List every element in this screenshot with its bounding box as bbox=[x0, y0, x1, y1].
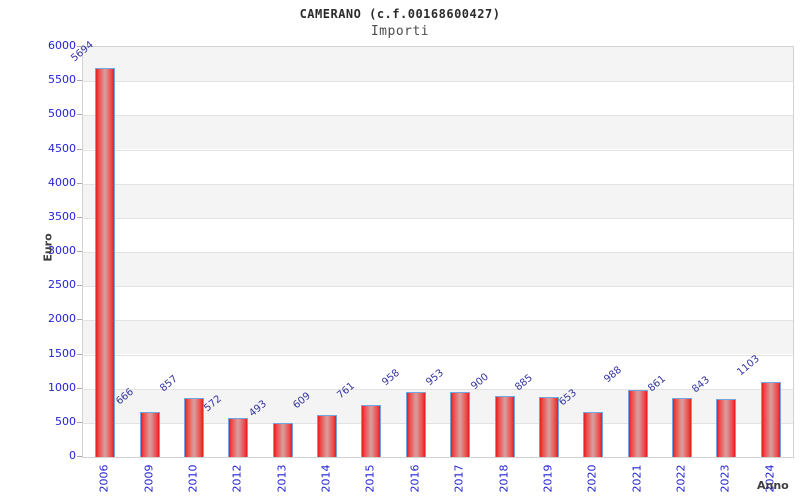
y-axis-tick-label: 3000 bbox=[48, 244, 76, 257]
y-axis-tick-label: 2500 bbox=[48, 278, 76, 292]
y-axis-tick-label: 5500 bbox=[48, 73, 76, 87]
y-axis-tick-mark bbox=[77, 46, 82, 47]
bar-2006 bbox=[95, 67, 116, 457]
gridline bbox=[83, 217, 793, 219]
x-axis-tick-label: 2015 bbox=[363, 464, 377, 493]
x-axis-tick-label: 2022 bbox=[674, 464, 688, 493]
bar-2013 bbox=[272, 423, 293, 457]
grid-band bbox=[83, 81, 793, 116]
chart-title: CAMERANO (c.f.00168600427) bbox=[299, 7, 501, 21]
grid-band bbox=[83, 183, 793, 218]
bar-2009 bbox=[139, 411, 160, 457]
y-axis-tick-mark bbox=[77, 148, 82, 150]
y-axis-tick-label: 2000 bbox=[48, 312, 76, 326]
y-axis-tick-mark bbox=[77, 114, 82, 116]
gridline bbox=[83, 286, 793, 288]
x-axis-tick-label: 2019 bbox=[541, 464, 555, 493]
bar-2018 bbox=[494, 395, 515, 457]
gridline bbox=[83, 252, 793, 253]
x-axis-tick-label: 2021 bbox=[630, 464, 644, 493]
x-axis-tick-label: 2014 bbox=[319, 464, 333, 493]
gridline bbox=[83, 115, 793, 117]
x-axis-tick-label: 2010 bbox=[186, 464, 200, 493]
y-axis-tick-mark bbox=[77, 80, 82, 82]
bar-2015 bbox=[361, 405, 382, 457]
bar-2017 bbox=[450, 391, 471, 457]
y-axis-tick-label: 4000 bbox=[48, 175, 76, 189]
y-axis-tick-mark bbox=[77, 353, 82, 355]
y-axis-tick-label: 5000 bbox=[48, 107, 76, 121]
x-axis-tick-label: 2013 bbox=[275, 464, 289, 493]
gridline bbox=[83, 354, 793, 356]
y-axis-title: Euro bbox=[41, 233, 55, 262]
y-axis-tick-mark bbox=[77, 387, 82, 389]
gridline bbox=[83, 388, 793, 390]
grid-band bbox=[83, 320, 793, 355]
y-axis-tick-label: 0 bbox=[69, 449, 76, 462]
gridline bbox=[83, 149, 793, 151]
x-axis-tick-label: 2023 bbox=[718, 464, 732, 493]
gridline bbox=[83, 183, 793, 185]
gridline bbox=[83, 320, 793, 322]
x-axis-tick-label: 2018 bbox=[497, 464, 511, 493]
y-axis-tick-mark bbox=[77, 456, 82, 457]
grid-band bbox=[83, 286, 793, 321]
gridline bbox=[83, 422, 793, 424]
x-axis-tick-label: 2006 bbox=[97, 464, 111, 493]
y-axis-tick-mark bbox=[77, 319, 82, 321]
gridline bbox=[83, 81, 793, 83]
grid-band bbox=[83, 47, 793, 82]
grid-band bbox=[83, 217, 793, 252]
bar-2024 bbox=[760, 381, 781, 457]
y-axis-tick-label: 6000 bbox=[48, 39, 76, 52]
y-axis-tick-label: 3500 bbox=[48, 209, 76, 223]
y-axis-tick-mark bbox=[77, 285, 82, 287]
plot-area: 5694 666 857 572 493 609 761 958 953 900 885 653 988… bbox=[69, 39, 794, 458]
bar-2020 bbox=[583, 412, 604, 457]
bar-2023 bbox=[716, 399, 737, 457]
bar-2022 bbox=[672, 398, 693, 457]
x-axis-tick-label: 2009 bbox=[142, 464, 156, 493]
chart-subtitle: Importi bbox=[370, 24, 430, 39]
grid-band bbox=[83, 252, 793, 287]
y-axis-tick-label: 1000 bbox=[48, 380, 76, 394]
bar-2014 bbox=[317, 415, 338, 457]
grid-band bbox=[83, 354, 793, 389]
y-axis-tick-label: 1500 bbox=[48, 346, 76, 360]
bar-2010 bbox=[183, 398, 204, 457]
x-axis-tick-label: 2020 bbox=[585, 464, 599, 493]
x-axis-tick-label: 2016 bbox=[408, 464, 422, 493]
bar-2016 bbox=[405, 391, 426, 457]
bar-2019 bbox=[538, 396, 559, 457]
bar-2021 bbox=[627, 389, 648, 457]
x-axis-title: Anno bbox=[757, 479, 789, 492]
y-axis-tick-label: 4500 bbox=[48, 141, 76, 155]
y-axis-tick-mark bbox=[77, 182, 82, 184]
y-axis-tick-mark bbox=[77, 251, 82, 252]
y-axis-tick-label: 500 bbox=[55, 414, 76, 428]
y-axis-tick-mark bbox=[77, 216, 82, 218]
y-axis-tick-mark bbox=[77, 421, 82, 423]
grid-band bbox=[83, 115, 793, 150]
grid-band bbox=[83, 149, 793, 184]
x-axis-tick-label: 2012 bbox=[230, 464, 244, 493]
x-axis-tick-label: 2017 bbox=[452, 464, 466, 493]
bar-2012 bbox=[228, 417, 249, 457]
